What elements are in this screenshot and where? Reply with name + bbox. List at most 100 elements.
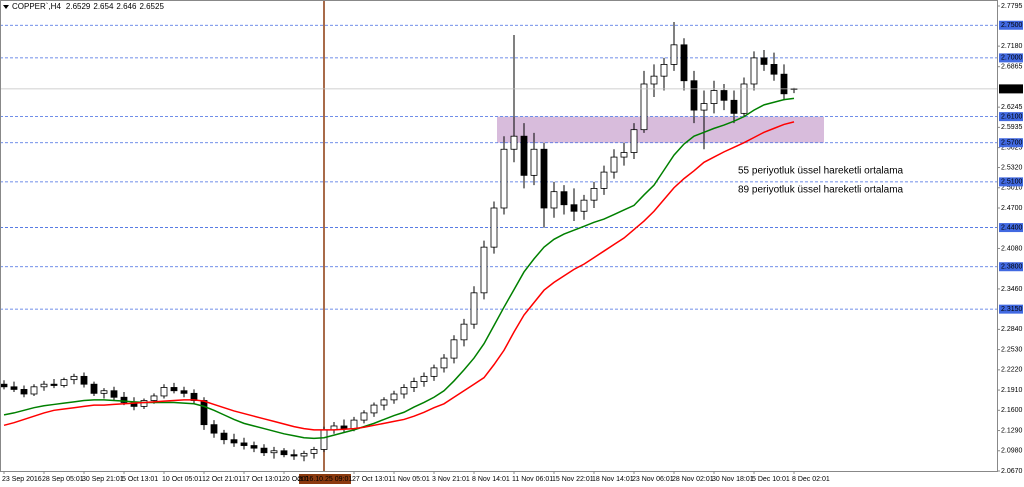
y-tick-label: 2.1910 xyxy=(1001,387,1023,394)
level-label-box xyxy=(999,138,1023,148)
x-tick-label: 12 Oct 21:01 xyxy=(202,476,242,483)
ma-label: 55 periyotluk üssel hareketli ortalama xyxy=(738,166,904,177)
candle-body xyxy=(730,99,738,114)
candle-body xyxy=(50,383,58,386)
candle-body xyxy=(750,57,758,85)
candle-body xyxy=(0,383,8,388)
level-label-box xyxy=(999,53,1023,63)
candle-body xyxy=(10,386,18,390)
candle-body xyxy=(220,432,228,441)
candle-body xyxy=(700,103,708,111)
candle-body xyxy=(280,450,288,456)
x-tick-label: 30 Nov 18:01 xyxy=(712,476,754,483)
candle-body xyxy=(370,404,378,414)
candle-body xyxy=(140,400,148,407)
candle-body xyxy=(80,375,88,385)
level-label-box xyxy=(999,304,1023,314)
candle-body xyxy=(510,135,518,150)
candle-body xyxy=(90,383,98,394)
y-tick-label: 2.5320 xyxy=(1001,164,1023,171)
y-tick-label: 2.5625 xyxy=(1001,144,1023,151)
candle-body xyxy=(640,83,648,131)
candle-body xyxy=(470,292,478,325)
candle-body xyxy=(680,44,688,82)
y-tick-label: 2.2220 xyxy=(1001,367,1023,374)
candle-body xyxy=(160,387,168,397)
x-tick-label: 5 Oct 13:01 xyxy=(122,476,158,483)
y-tick-label: 2.5935 xyxy=(1001,124,1023,131)
level-label-box xyxy=(999,177,1023,187)
y-tick-label: 2.7795 xyxy=(1001,3,1023,10)
candle-body xyxy=(600,171,608,189)
x-tick-label: 28 Sep 05:01 xyxy=(42,476,84,483)
x-tick-label: 1 Nov 05:01 xyxy=(392,476,430,483)
plot-area xyxy=(0,1,997,471)
candle-body xyxy=(650,75,658,85)
y-tick-label: 2.1290 xyxy=(1001,427,1023,434)
candle-body xyxy=(400,387,408,395)
x-tick-label: 8 Dec 02:01 xyxy=(792,476,830,483)
candle-body xyxy=(590,188,598,201)
x-tick-label: 20 Oct 0 xyxy=(282,476,309,483)
level-label: 2.4400 xyxy=(1001,224,1023,231)
high-value: 2.654 xyxy=(93,2,114,11)
candle-body xyxy=(520,135,528,176)
candle-body xyxy=(480,246,488,294)
candle-body xyxy=(150,395,158,401)
price-label: 2.6525 xyxy=(1001,86,1023,93)
candle-body xyxy=(300,452,308,457)
x-tick-label: 17 Oct 13:01 xyxy=(242,476,282,483)
candle-body xyxy=(290,454,298,457)
candle-body xyxy=(20,389,28,395)
y-tick-label: 2.2840 xyxy=(1001,326,1023,333)
candle-body xyxy=(670,44,678,65)
candle-body xyxy=(70,375,78,381)
candle-body xyxy=(310,449,318,454)
y-tick-label: 2.2530 xyxy=(1001,346,1023,353)
x-tick-label: 30 Sep 21:01 xyxy=(82,476,124,483)
candle-body xyxy=(170,387,178,392)
y-tick-label: 2.1600 xyxy=(1001,407,1023,414)
candle-body xyxy=(390,393,398,401)
level-label: 2.5700 xyxy=(1001,140,1023,147)
candle-body xyxy=(440,357,448,369)
candle-body xyxy=(550,191,558,209)
x-tick-label: 10 Oct 05:01 xyxy=(162,476,202,483)
level-label-box xyxy=(999,262,1023,272)
candle-body xyxy=(350,419,358,429)
crosshair-label: 2016.10.25 09:01 xyxy=(298,476,353,483)
candle-body xyxy=(270,450,278,454)
x-tick-label: 8 Nov 14:01 xyxy=(472,476,510,483)
y-tick-label: 2.0670 xyxy=(1001,468,1023,475)
candle-body xyxy=(430,367,438,377)
candle-body xyxy=(250,445,258,449)
x-tick-label: 15 Nov 22:01 xyxy=(552,476,594,483)
candle-body xyxy=(320,429,328,450)
menu-icon[interactable] xyxy=(3,5,9,9)
x-tick-label: 27 Oct 13:01 xyxy=(352,476,392,483)
candle-body xyxy=(760,57,768,65)
candle-body xyxy=(450,339,458,359)
level-label: 2.5100 xyxy=(1001,179,1023,186)
candle-body xyxy=(660,64,668,77)
y-tick-label: 2.6865 xyxy=(1001,64,1023,71)
candle-body xyxy=(240,442,248,446)
x-tick-label: 23 Nov 06:01 xyxy=(632,476,674,483)
candle-body xyxy=(260,447,268,454)
candle-body xyxy=(460,323,468,341)
candle-body xyxy=(740,83,748,114)
candle-body xyxy=(710,90,718,104)
x-tick-label: 28 Nov 02:01 xyxy=(672,476,714,483)
y-tick-label: 2.0980 xyxy=(1001,448,1023,455)
x-tick-label: 11 Nov 06:01 xyxy=(512,476,553,483)
y-tick-label: 2.3460 xyxy=(1001,286,1023,293)
level-label: 2.7500 xyxy=(1001,22,1023,29)
symbol: COPPER`,H4 xyxy=(12,2,61,11)
candle-body xyxy=(580,199,588,212)
candle-body xyxy=(120,396,128,403)
candle-body xyxy=(490,207,498,248)
candle-body xyxy=(500,148,508,209)
y-tick-label: 2.4700 xyxy=(1001,205,1023,212)
candle-body xyxy=(630,129,638,153)
